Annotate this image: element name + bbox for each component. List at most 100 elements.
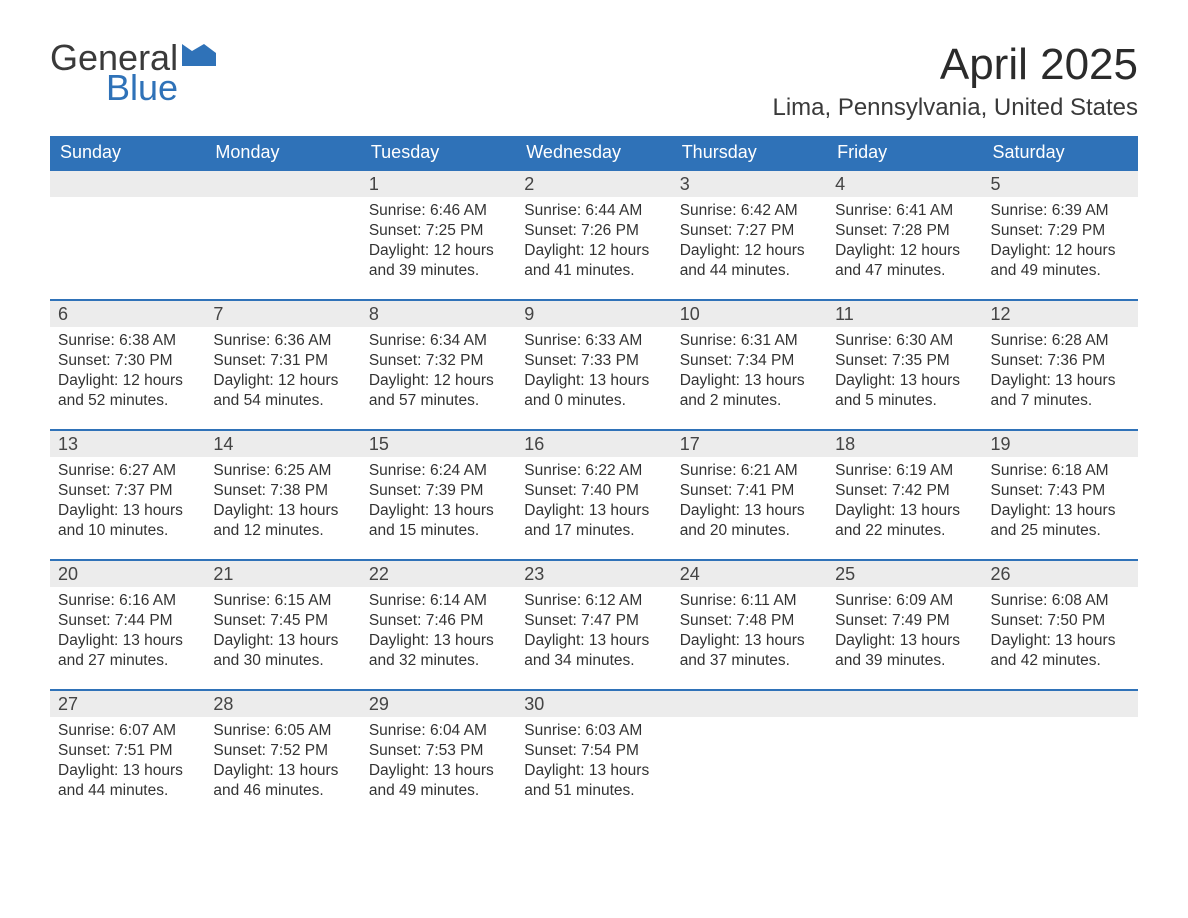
week-row: 6Sunrise: 6:38 AMSunset: 7:30 PMDaylight… [50,299,1138,429]
week-row: 20Sunrise: 6:16 AMSunset: 7:44 PMDayligh… [50,559,1138,689]
day-cell: 10Sunrise: 6:31 AMSunset: 7:34 PMDayligh… [672,301,827,429]
day-sunset: Sunset: 7:33 PM [524,351,663,371]
day-daylight2: and 32 minutes. [369,651,508,671]
day-daylight1: Daylight: 13 hours [213,631,352,651]
day-sunrise: Sunrise: 6:09 AM [835,591,974,611]
day-sunset: Sunset: 7:27 PM [680,221,819,241]
day-sunrise: Sunrise: 6:12 AM [524,591,663,611]
day-daylight2: and 7 minutes. [991,391,1130,411]
day-cell: 4Sunrise: 6:41 AMSunset: 7:28 PMDaylight… [827,171,982,299]
weekday-header: Thursday [672,136,827,169]
day-daylight2: and 30 minutes. [213,651,352,671]
day-body: Sunrise: 6:31 AMSunset: 7:34 PMDaylight:… [672,327,827,422]
day-daylight1: Daylight: 13 hours [991,501,1130,521]
day-daylight2: and 25 minutes. [991,521,1130,541]
day-body: Sunrise: 6:12 AMSunset: 7:47 PMDaylight:… [516,587,671,682]
day-daylight2: and 15 minutes. [369,521,508,541]
day-sunset: Sunset: 7:47 PM [524,611,663,631]
day-cell: 2Sunrise: 6:44 AMSunset: 7:26 PMDaylight… [516,171,671,299]
day-sunrise: Sunrise: 6:05 AM [213,721,352,741]
day-sunset: Sunset: 7:39 PM [369,481,508,501]
day-cell: 27Sunrise: 6:07 AMSunset: 7:51 PMDayligh… [50,691,205,819]
title-block: April 2025 Lima, Pennsylvania, United St… [772,40,1138,122]
day-sunset: Sunset: 7:28 PM [835,221,974,241]
day-daylight2: and 10 minutes. [58,521,197,541]
day-daylight2: and 5 minutes. [835,391,974,411]
day-number: 6 [50,301,205,327]
day-daylight2: and 49 minutes. [369,781,508,801]
day-daylight2: and 47 minutes. [835,261,974,281]
day-cell: 1Sunrise: 6:46 AMSunset: 7:25 PMDaylight… [361,171,516,299]
day-daylight1: Daylight: 12 hours [369,241,508,261]
day-sunset: Sunset: 7:50 PM [991,611,1130,631]
day-daylight2: and 41 minutes. [524,261,663,281]
day-sunset: Sunset: 7:54 PM [524,741,663,761]
day-sunset: Sunset: 7:51 PM [58,741,197,761]
day-sunset: Sunset: 7:35 PM [835,351,974,371]
day-daylight1: Daylight: 13 hours [835,501,974,521]
day-number: 23 [516,561,671,587]
week-row: 1Sunrise: 6:46 AMSunset: 7:25 PMDaylight… [50,169,1138,299]
day-daylight1: Daylight: 13 hours [369,631,508,651]
day-number: 22 [361,561,516,587]
day-body: Sunrise: 6:46 AMSunset: 7:25 PMDaylight:… [361,197,516,292]
day-sunrise: Sunrise: 6:44 AM [524,201,663,221]
day-cell [827,691,982,819]
day-number [827,691,982,717]
day-daylight2: and 51 minutes. [524,781,663,801]
day-number: 13 [50,431,205,457]
day-sunset: Sunset: 7:48 PM [680,611,819,631]
day-daylight1: Daylight: 13 hours [991,371,1130,391]
day-sunset: Sunset: 7:43 PM [991,481,1130,501]
day-sunrise: Sunrise: 6:11 AM [680,591,819,611]
day-number: 18 [827,431,982,457]
weekday-header: Sunday [50,136,205,169]
day-number [672,691,827,717]
day-sunset: Sunset: 7:46 PM [369,611,508,631]
day-sunrise: Sunrise: 6:34 AM [369,331,508,351]
day-sunset: Sunset: 7:40 PM [524,481,663,501]
day-sunset: Sunset: 7:52 PM [213,741,352,761]
day-body: Sunrise: 6:09 AMSunset: 7:49 PMDaylight:… [827,587,982,682]
day-number: 25 [827,561,982,587]
day-cell: 24 Sunrise: 6:11 AMSunset: 7:48 PMDayligh… [672,561,827,689]
day-cell [50,171,205,299]
day-cell: 25Sunrise: 6:09 AMSunset: 7:49 PMDayligh… [827,561,982,689]
day-number: 10 [672,301,827,327]
day-number: 11 [827,301,982,327]
day-daylight1: Daylight: 12 hours [835,241,974,261]
day-cell: 7Sunrise: 6:36 AMSunset: 7:31 PMDaylight… [205,301,360,429]
day-body: Sunrise: 6:44 AMSunset: 7:26 PMDaylight:… [516,197,671,292]
day-cell [983,691,1138,819]
day-sunrise: Sunrise: 6:42 AM [680,201,819,221]
day-sunrise: Sunrise: 6:41 AM [835,201,974,221]
day-cell: 9Sunrise: 6:33 AMSunset: 7:33 PMDaylight… [516,301,671,429]
day-daylight1: Daylight: 13 hours [58,631,197,651]
day-body: Sunrise: 6:34 AMSunset: 7:32 PMDaylight:… [361,327,516,422]
day-daylight1: Daylight: 13 hours [369,761,508,781]
day-number: 28 [205,691,360,717]
day-sunrise: Sunrise: 6:27 AM [58,461,197,481]
day-daylight2: and 12 minutes. [213,521,352,541]
day-number: 21 [205,561,360,587]
day-cell [205,171,360,299]
day-daylight2: and 39 minutes. [835,651,974,671]
day-cell: 28Sunrise: 6:05 AMSunset: 7:52 PMDayligh… [205,691,360,819]
day-daylight1: Daylight: 13 hours [680,631,819,651]
day-daylight2: and 0 minutes. [524,391,663,411]
day-number: 24 [672,561,827,587]
brand-flag-icon [182,44,216,70]
weekday-header-row: SundayMondayTuesdayWednesdayThursdayFrid… [50,136,1138,169]
day-daylight1: Daylight: 13 hours [58,501,197,521]
day-number: 27 [50,691,205,717]
day-sunset: Sunset: 7:53 PM [369,741,508,761]
day-sunset: Sunset: 7:32 PM [369,351,508,371]
day-sunrise: Sunrise: 6:39 AM [991,201,1130,221]
day-body: Sunrise: 6:19 AMSunset: 7:42 PMDaylight:… [827,457,982,552]
day-daylight1: Daylight: 12 hours [991,241,1130,261]
day-number: 26 [983,561,1138,587]
day-sunset: Sunset: 7:25 PM [369,221,508,241]
day-sunset: Sunset: 7:49 PM [835,611,974,631]
day-sunset: Sunset: 7:44 PM [58,611,197,631]
weekday-header: Friday [827,136,982,169]
